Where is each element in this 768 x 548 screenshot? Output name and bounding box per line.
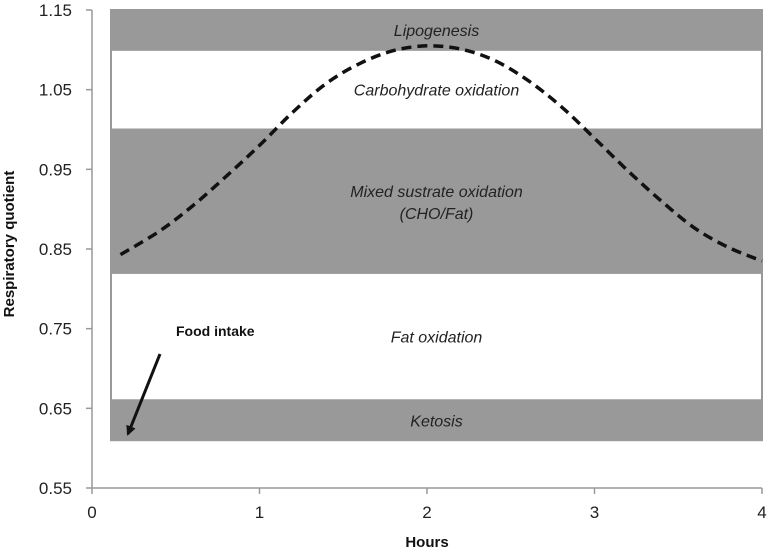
rq-curve-series-0 <box>119 44 763 263</box>
food-intake-annotation: Food intake <box>176 323 255 339</box>
y-tick-label: 0.95 <box>39 160 72 179</box>
x-tick-label: 1 <box>255 503 264 522</box>
y-tick-label: 1.15 <box>39 1 72 20</box>
x-tick-label: 4 <box>757 503 766 522</box>
band-2 <box>110 128 763 274</box>
y-tick-label: 0.65 <box>39 399 72 418</box>
band-label-0: Lipogenesis <box>394 23 479 40</box>
band-label-1: Carbohydrate oxidation <box>354 83 520 100</box>
y-tick-label: 1.05 <box>39 81 72 100</box>
band-4 <box>110 399 763 442</box>
y-axis-title: Respiratory quotient <box>1 171 18 318</box>
x-tick-label: 2 <box>422 503 431 522</box>
band-label-2: Mixed sustrate oxidation <box>350 184 523 201</box>
band-1 <box>110 48 763 131</box>
y-tick-label: 0.55 <box>39 479 72 498</box>
y-tick-label: 0.85 <box>39 240 72 259</box>
band-3 <box>110 271 763 402</box>
x-tick-label: 0 <box>87 503 96 522</box>
x-axis-title: Hours <box>405 534 448 548</box>
band-label-3: Fat oxidation <box>391 330 483 347</box>
band-label-4: Ketosis <box>410 413 462 430</box>
band-label-2-line2: (CHO/Fat) <box>400 206 474 223</box>
x-tick-label: 3 <box>590 503 599 522</box>
band-0 <box>110 9 763 51</box>
y-tick-label: 0.75 <box>39 320 72 339</box>
food-intake-arrow <box>126 353 162 436</box>
